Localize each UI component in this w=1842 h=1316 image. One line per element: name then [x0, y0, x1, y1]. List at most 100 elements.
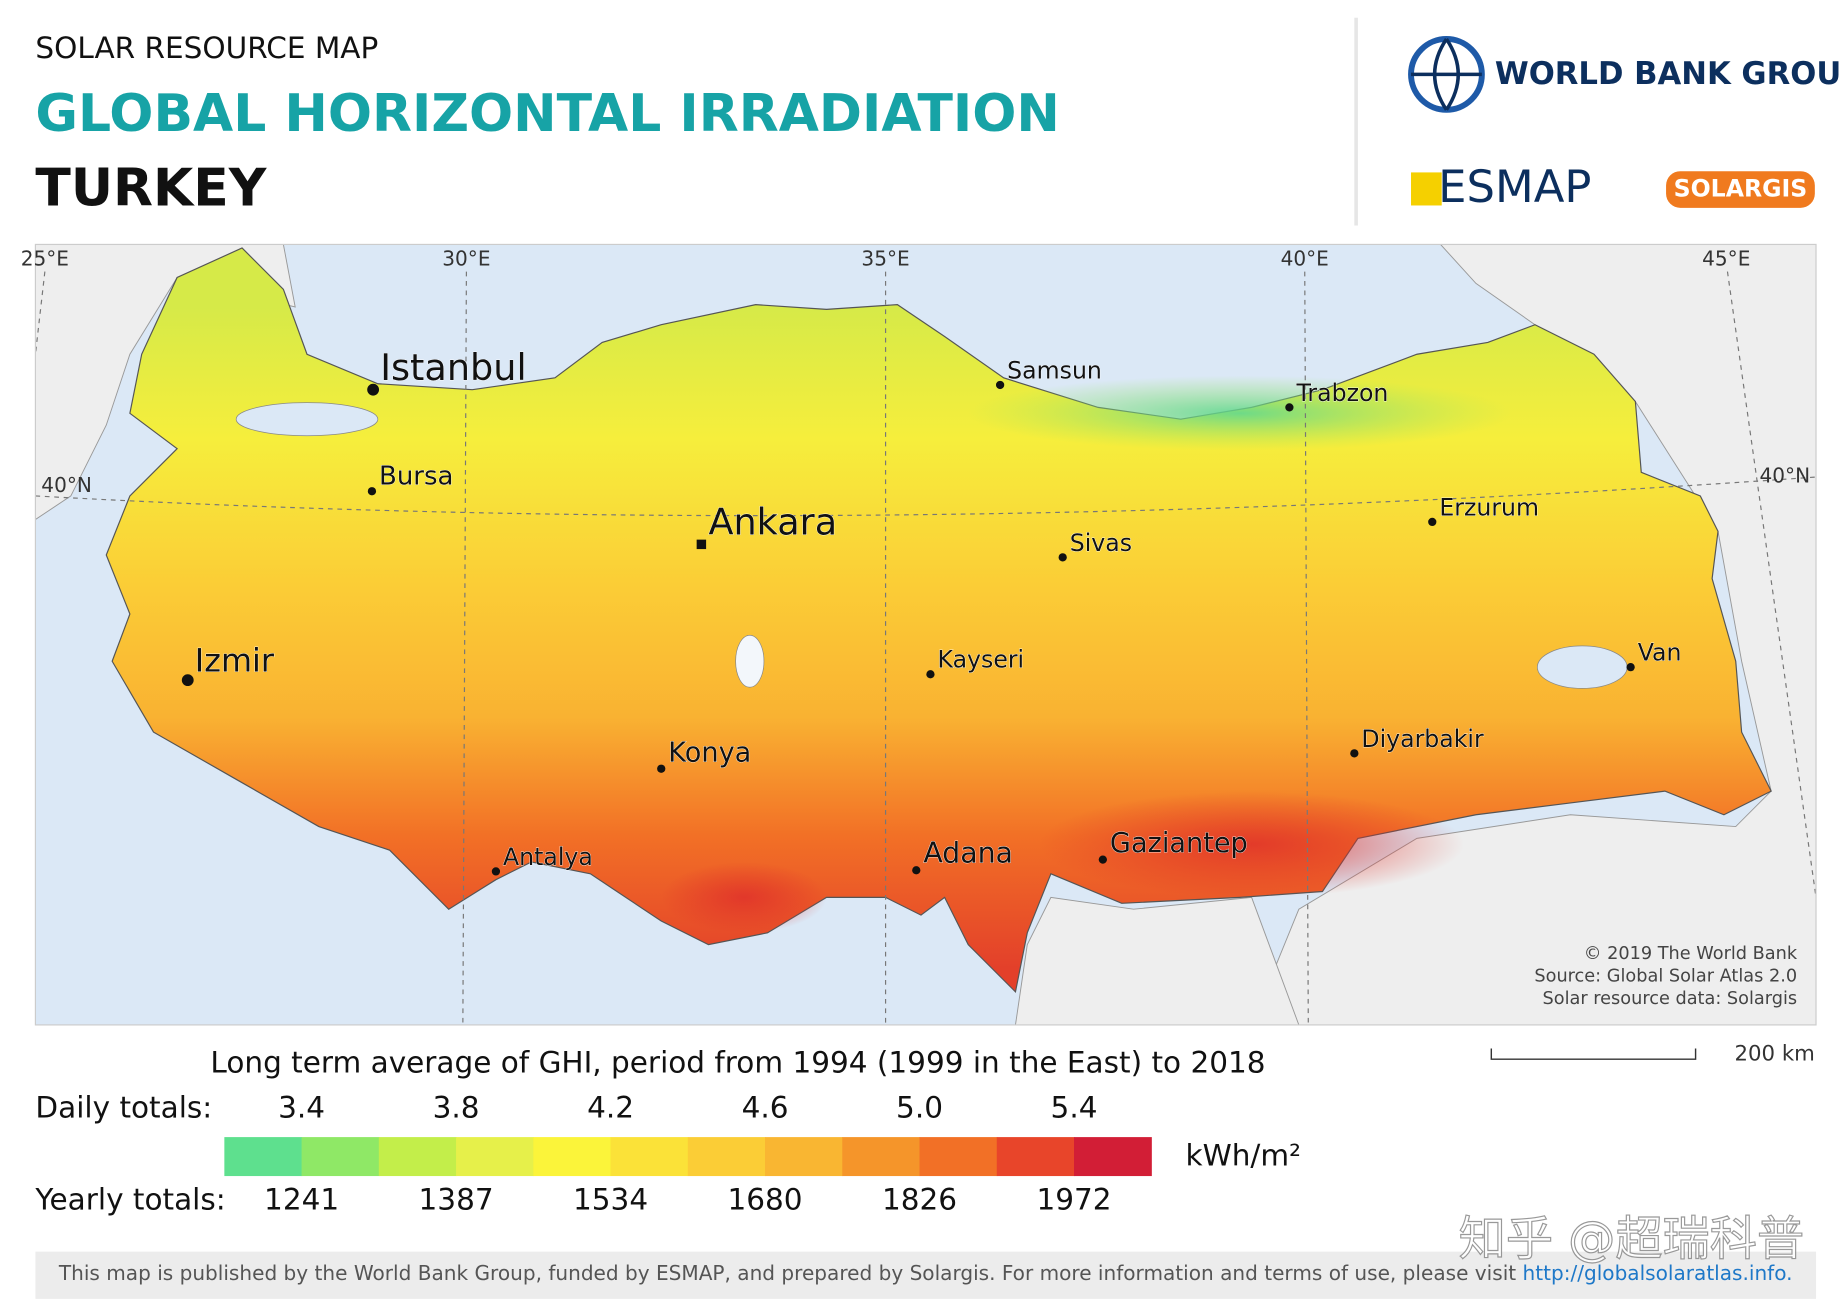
legend-swatch	[996, 1137, 1075, 1177]
legend-yearly-value: 1826	[882, 1182, 957, 1216]
header-divider	[1354, 17, 1358, 226]
meridian	[462, 271, 467, 1025]
meridian	[35, 271, 46, 355]
city-label: Ankara	[708, 501, 837, 544]
coordinate-label: 40°N	[41, 473, 92, 497]
parallel	[35, 476, 1817, 517]
city-label: Erzurum	[1439, 493, 1539, 521]
legend-unit: kWh/m²	[1185, 1139, 1300, 1173]
city-marker	[1350, 749, 1359, 758]
neighbor-land	[35, 244, 296, 521]
high-irradiation-zone	[661, 861, 827, 933]
legend-swatch	[533, 1137, 612, 1177]
legend-swatch	[842, 1137, 921, 1177]
city-marker	[657, 764, 666, 773]
city-label: Antalya	[503, 843, 593, 871]
city-label: Istanbul	[380, 346, 526, 389]
coordinate-label: 35°E	[861, 246, 909, 270]
footer-band	[35, 1251, 1817, 1299]
footer-text: This map is published by the World Bank …	[58, 1261, 1793, 1285]
city-label: Trabzon	[1295, 379, 1388, 407]
city-label: Gaziantep	[1110, 828, 1248, 859]
city-marker	[491, 867, 501, 876]
city-label: Samsun	[1007, 356, 1102, 384]
high-irradiation-zone	[1039, 791, 1465, 898]
legend-daily-value: 5.4	[1051, 1090, 1098, 1124]
city-marker	[926, 670, 935, 679]
esmap-logo: ESMAP	[1438, 160, 1591, 213]
city-marker	[1626, 663, 1635, 672]
sea-of-marmara	[235, 402, 379, 437]
legend-yearly-value: 1972	[1036, 1182, 1111, 1216]
city-label: Sivas	[1070, 529, 1132, 557]
legend-swatch	[687, 1137, 766, 1177]
legend-swatch	[378, 1137, 457, 1177]
city-marker	[181, 674, 194, 687]
city-marker	[367, 487, 377, 496]
lake-tuz	[735, 634, 765, 688]
coordinate-label: 45°E	[1702, 246, 1750, 270]
lake-van	[1537, 645, 1628, 689]
legend-daily-value: 3.8	[433, 1090, 480, 1124]
city-marker	[1428, 517, 1437, 527]
legend-daily-label: Daily totals:	[35, 1090, 212, 1124]
legend-swatch	[765, 1137, 843, 1177]
solargis-logo: SOLARGIS	[1674, 175, 1808, 203]
country: TURKEY	[35, 158, 267, 218]
city-label: Kayseri	[938, 646, 1025, 674]
legend-swatch	[1074, 1137, 1152, 1177]
legend-swatch	[456, 1137, 534, 1177]
footer-link[interactable]: http://globalsolaratlas.info.	[1523, 1261, 1793, 1285]
coordinate-label: 30°E	[442, 246, 490, 270]
city-label: Bursa	[379, 461, 453, 491]
city-label: Diyarbakir	[1361, 725, 1484, 753]
low-irradiation-zone	[968, 375, 1512, 452]
legend-daily-value: 3.4	[278, 1090, 325, 1124]
city-marker	[1058, 553, 1067, 562]
footer-body: This map is published by the World Bank …	[58, 1261, 1516, 1285]
coordinate-label: 40°N	[1760, 464, 1811, 488]
coordinate-label: 25°E	[21, 246, 69, 270]
credit-line: © 2019 The World Bank	[1584, 944, 1798, 964]
city-marker	[1098, 855, 1107, 864]
solargis-badge	[1666, 171, 1815, 208]
legend-daily-value: 4.6	[742, 1090, 789, 1124]
scale-label: 200 km	[1735, 1041, 1815, 1066]
city-label: Konya	[668, 737, 751, 768]
legend-swatch	[610, 1137, 689, 1177]
map	[35, 244, 1817, 1025]
legend-daily-value: 4.2	[587, 1090, 634, 1124]
scale-bar	[1490, 1048, 1697, 1060]
city-marker	[912, 866, 921, 875]
legend-yearly-value: 1387	[419, 1182, 494, 1216]
legend-title: Long term average of GHI, period from 19…	[210, 1045, 1265, 1079]
esmap-mark	[1411, 172, 1442, 206]
neighbor-land	[1014, 896, 1300, 1025]
city-marker	[367, 383, 380, 396]
map-frame	[34, 243, 1817, 1026]
city-label: Izmir	[195, 642, 275, 680]
kicker: SOLAR RESOURCE MAP	[35, 31, 378, 65]
world-bank-logo: WORLD BANK GROUP	[1495, 57, 1842, 92]
city-marker	[696, 539, 707, 550]
legend-swatch	[919, 1137, 998, 1177]
legend-yearly-value: 1680	[728, 1182, 803, 1216]
world-bank-globe	[1411, 37, 1482, 111]
legend-swatch	[224, 1137, 303, 1177]
city-marker	[995, 380, 1005, 390]
coordinate-label: 40°E	[1281, 246, 1329, 270]
city-label: Van	[1638, 639, 1682, 667]
legend-yearly-value: 1241	[264, 1182, 339, 1216]
title: GLOBAL HORIZONTAL IRRADIATION	[35, 84, 1059, 144]
city-marker	[1285, 403, 1294, 412]
credit-line: Source: Global Solar Atlas 2.0	[1534, 967, 1797, 987]
city-label: Adana	[923, 837, 1013, 870]
legend-yearly-value: 1534	[573, 1182, 648, 1216]
legend-swatch	[301, 1137, 380, 1177]
meridian	[1304, 271, 1309, 1025]
legend-yearly-label: Yearly totals:	[34, 1182, 225, 1216]
credit-line: Solar resource data: Solargis	[1543, 989, 1798, 1009]
meridian	[1726, 271, 1817, 898]
